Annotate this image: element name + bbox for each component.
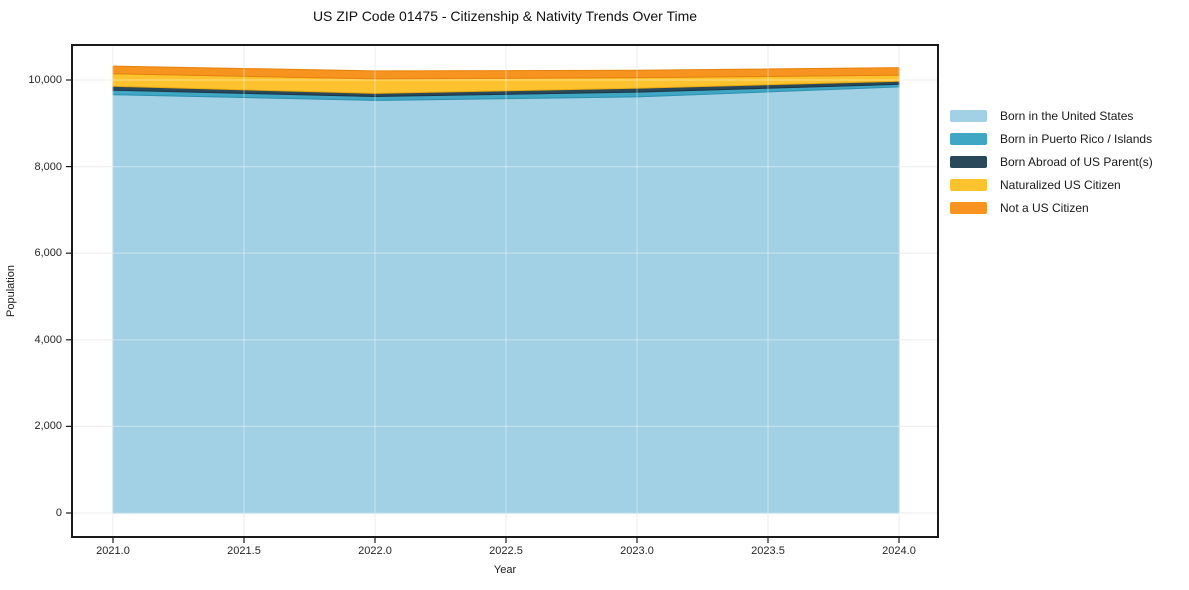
legend-item-label: Naturalized US Citizen <box>1000 177 1121 192</box>
legend-item: Naturalized US Citizen <box>950 173 1153 196</box>
x-tick-label: 2024.0 <box>882 545 916 557</box>
legend-swatch <box>950 132 987 145</box>
x-tick-label: 2022.5 <box>489 545 523 557</box>
x-axis-label: Year <box>493 564 517 576</box>
y-tick-label: 10,000 <box>28 74 62 86</box>
legend-item: Not a US Citizen <box>950 196 1153 219</box>
x-tick-label: 2021.0 <box>96 545 130 557</box>
legend-item: Born in Puerto Rico / Islands <box>950 127 1153 150</box>
x-tick-label: 2023.5 <box>751 545 785 557</box>
legend-swatch <box>950 155 987 168</box>
x-tick-label: 2022.0 <box>358 545 392 557</box>
y-tick-label: 4,000 <box>34 333 62 346</box>
y-tick-label: 2,000 <box>34 420 62 433</box>
legend-item: Born in the United States <box>950 104 1153 127</box>
legend-item-label: Born in the United States <box>1000 108 1134 123</box>
y-tick-label: 8,000 <box>34 160 62 173</box>
legend: Born in the United States Born in Puerto… <box>950 104 1153 219</box>
legend-item-label: Born Abroad of US Parent(s) <box>1000 154 1153 169</box>
y-tick-label: 6,000 <box>34 247 62 260</box>
legend-item: Born Abroad of US Parent(s) <box>950 150 1153 173</box>
x-tick-label: 2023.0 <box>620 545 654 557</box>
chart-title: US ZIP Code 01475 - Citizenship & Nativi… <box>312 8 698 24</box>
legend-swatch <box>950 178 987 191</box>
y-tick-label: 0 <box>55 507 62 519</box>
legend-swatch <box>950 109 987 122</box>
legend-item-label: Born in Puerto Rico / Islands <box>1000 131 1153 146</box>
legend-swatch <box>950 201 987 214</box>
x-tick-label: 2021.5 <box>227 545 261 557</box>
legend-item-label: Not a US Citizen <box>1000 200 1089 215</box>
